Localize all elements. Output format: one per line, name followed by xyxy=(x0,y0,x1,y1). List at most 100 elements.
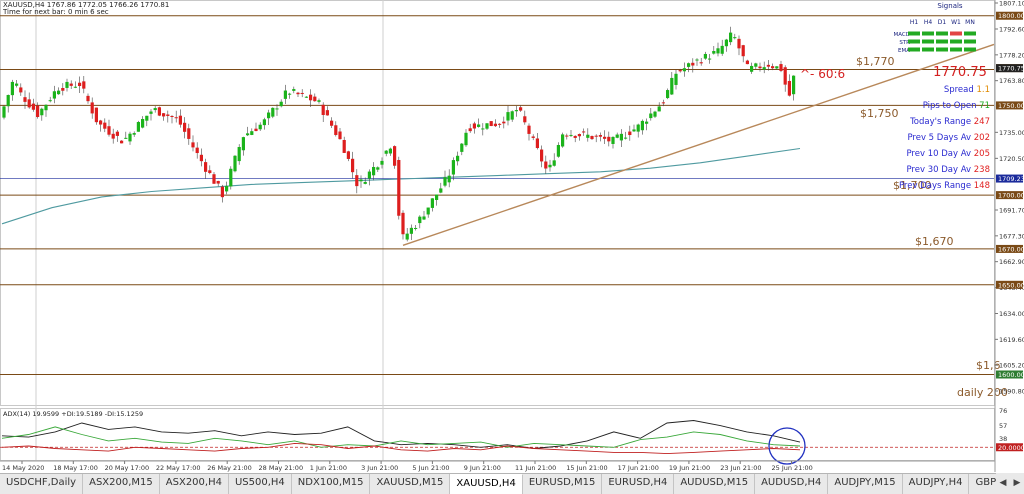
tab-eurusd-h4[interactable]: EURUSD,H4 xyxy=(602,474,675,494)
signal-cell xyxy=(922,39,934,44)
bull-candle xyxy=(279,101,283,107)
bear-candle xyxy=(204,162,208,172)
bull-candle xyxy=(640,120,644,131)
bear-candle xyxy=(199,154,203,162)
bull-candle xyxy=(435,194,439,200)
tab-audjpy-h4[interactable]: AUDJPY,H4 xyxy=(903,474,970,494)
bull-candle xyxy=(145,115,149,121)
price-badge xyxy=(996,244,1023,253)
tab-asx200-h4[interactable]: ASX200,H4 xyxy=(160,474,229,494)
tab-xauusd-h4[interactable]: XAUUSD,H4 xyxy=(450,474,523,494)
info-value: 202 xyxy=(974,133,990,143)
bear-candle xyxy=(628,131,632,136)
info-value: 205 xyxy=(974,149,990,159)
tab-audusd-m15[interactable]: AUDUSD,M15 xyxy=(674,474,756,494)
info-label: Prev 5 Days Av xyxy=(907,133,973,143)
bear-candle xyxy=(544,161,548,169)
price-tick-label: 1605.20 xyxy=(999,362,1024,370)
tab-xauusd-m15[interactable]: XAUUSD,M15 xyxy=(370,474,451,494)
price-tick-label: 1807.10 xyxy=(999,0,1024,8)
bear-candle xyxy=(527,125,531,134)
bear-candle xyxy=(787,80,791,96)
bull-candle xyxy=(258,124,262,130)
bull-candle xyxy=(15,83,19,86)
tab-audjpy-m15[interactable]: AUDJPY,M15 xyxy=(828,474,903,494)
bull-candle xyxy=(372,166,376,176)
bull-candle xyxy=(283,90,287,99)
bear-candle xyxy=(195,147,199,154)
bull-candle xyxy=(447,175,451,183)
bear-candle xyxy=(745,60,749,65)
price-tick-label: 1792.60 xyxy=(999,26,1024,34)
indicator-tick: 57 xyxy=(999,422,1007,430)
adx-adx-line xyxy=(1,420,801,449)
bull-candle xyxy=(720,45,724,54)
bear-candle xyxy=(401,212,405,235)
bull-candle xyxy=(246,133,250,136)
time-label: 22 May 17:00 xyxy=(156,464,201,472)
bull-candle xyxy=(485,123,489,129)
time-label: 3 Jun 21:00 xyxy=(361,464,398,472)
signal-cell xyxy=(908,47,920,52)
signal-cell xyxy=(936,39,948,44)
bear-candle xyxy=(741,45,745,57)
bear-candle xyxy=(603,136,607,139)
info-value: 238 xyxy=(974,165,990,175)
tab-asx200-m15[interactable]: ASX200,M15 xyxy=(83,474,160,494)
tab-ndx100-m15[interactable]: NDX100,M15 xyxy=(292,474,371,494)
signal-timeframe: H4 xyxy=(924,19,933,26)
bull-candle xyxy=(250,131,254,135)
bear-candle xyxy=(90,102,94,114)
bull-candle xyxy=(456,155,460,162)
info-row: Prev 5 Days Av 202 xyxy=(907,133,990,143)
info-label: Pips to Open xyxy=(923,101,979,111)
bull-candle xyxy=(317,100,321,102)
indicator-badge-text: 20.0000 xyxy=(998,444,1024,452)
tab-audusd-h4[interactable]: AUDUSD,H4 xyxy=(755,474,829,494)
bull-candle xyxy=(682,68,686,72)
level-label: $1,770 xyxy=(856,55,895,68)
bull-candle xyxy=(514,110,518,112)
bear-candle xyxy=(174,117,178,119)
bull-candle xyxy=(2,106,6,118)
bull-candle xyxy=(359,179,363,182)
info-label: Prev Days Range xyxy=(899,181,974,191)
adx-indicator: ADX(14) 19.9599 +DI:19.5189 -DI:15.1259 … xyxy=(0,407,1024,455)
signal-cell xyxy=(936,47,948,52)
time-label: 23 Jun 21:00 xyxy=(720,464,761,472)
signal-cell xyxy=(908,31,920,36)
bull-candle xyxy=(645,121,649,124)
price-badge xyxy=(996,11,1023,20)
tab-scroll-left-icon[interactable]: ◀ xyxy=(996,473,1010,493)
adx-plus-di-line xyxy=(1,426,801,448)
bull-candle xyxy=(271,107,275,117)
time-label: 19 Jun 21:00 xyxy=(669,464,710,472)
tab-us500-h4[interactable]: US500,H4 xyxy=(229,474,292,494)
bear-candle xyxy=(699,62,703,64)
bull-candle xyxy=(128,133,132,142)
current-price: 1770.75 xyxy=(933,65,987,80)
bull-candle xyxy=(149,111,153,114)
bull-candle xyxy=(657,106,661,112)
bull-candle xyxy=(636,124,640,132)
bear-candle xyxy=(300,92,304,94)
price-badge-text: 1750.00 xyxy=(998,102,1024,110)
bull-candle xyxy=(388,148,392,154)
candlesticks xyxy=(2,26,796,242)
bull-candle xyxy=(687,63,691,67)
info-label: Today's Range xyxy=(909,117,974,127)
bull-candle xyxy=(708,58,712,60)
tab-scroll-right-icon[interactable]: ▶ xyxy=(1010,473,1024,493)
bull-candle xyxy=(510,111,514,120)
level-label: $1,700 xyxy=(893,179,932,192)
price-tick-label: 1590.80 xyxy=(999,388,1024,396)
bear-candle xyxy=(766,64,770,67)
time-label: 17 Jun 21:00 xyxy=(618,464,659,472)
trendline[interactable] xyxy=(402,43,995,247)
tab-usdchf-daily[interactable]: USDCHF,Daily xyxy=(0,474,84,494)
signal-cell xyxy=(922,31,934,36)
bear-candle xyxy=(111,133,115,139)
tab-eurusd-m15[interactable]: EURUSD,M15 xyxy=(523,474,603,494)
